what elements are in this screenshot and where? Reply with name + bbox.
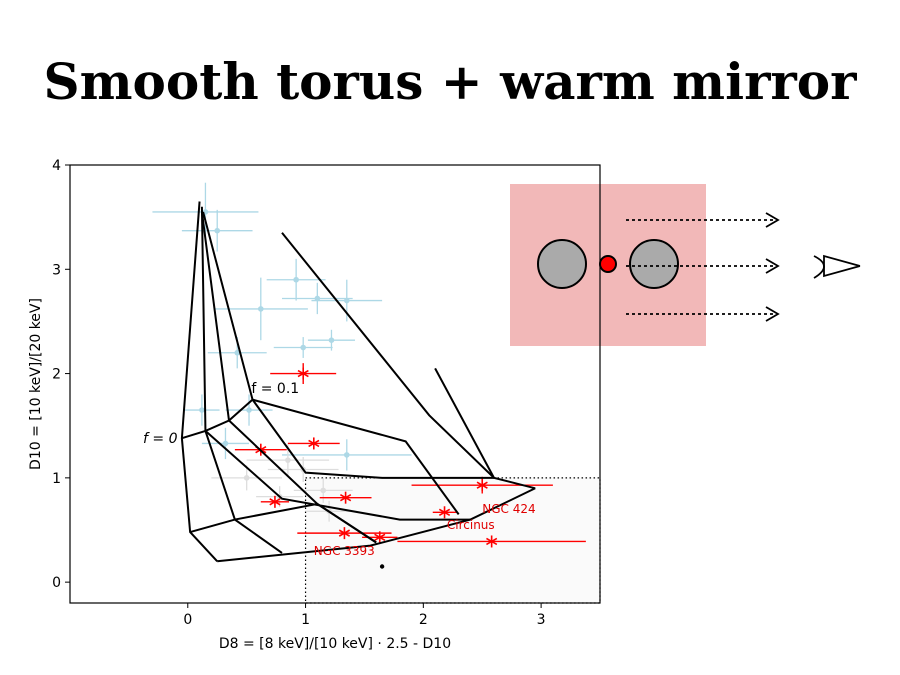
model-grid-line <box>189 502 377 544</box>
data-point <box>328 337 335 344</box>
annotation-f0: f = 0 <box>143 431 178 447</box>
model-grid-line <box>434 367 495 479</box>
data-point <box>246 407 252 413</box>
eye-icon <box>813 254 861 279</box>
x-tick-label: 0 <box>183 612 192 628</box>
isolated-point <box>379 564 385 569</box>
dotted-region <box>304 477 601 604</box>
data-point <box>199 407 205 413</box>
plot-area: NGC 424 Circinus NGC 3393 f = 0 f = 0.1 0 1 2 3 0… <box>28 158 601 652</box>
asterisk-marker <box>297 369 309 378</box>
data-point <box>234 349 241 356</box>
data-point <box>293 276 299 283</box>
model-grid-line <box>180 201 218 562</box>
y-tick-label: 2 <box>52 367 61 383</box>
y-tick-label: 1 <box>52 471 61 487</box>
data-point <box>300 344 307 351</box>
arrowhead-middle <box>765 258 780 274</box>
sightlines <box>626 219 776 315</box>
data-point <box>343 297 350 304</box>
data-point <box>243 475 250 481</box>
axes-frame <box>69 164 601 604</box>
data-point <box>320 487 327 494</box>
asterisk-marker <box>486 537 498 546</box>
asterisk-marker <box>340 493 352 502</box>
model-grid-line <box>217 487 536 563</box>
x-axis-label: D8 = [8 keV]/[10 keV] · 2.5 - D10 <box>219 636 451 652</box>
model-grid-line <box>204 430 471 521</box>
x-tick-label: 2 <box>419 612 428 628</box>
arrowheads <box>765 212 780 322</box>
data-point <box>343 452 350 458</box>
y-tick-label: 3 <box>52 262 61 278</box>
data-point <box>285 457 291 463</box>
torus-blob-left <box>537 239 587 289</box>
asterisk-marker <box>438 508 451 516</box>
y-axis-label: D10 = [10 keV]/[20 keV] <box>28 298 44 470</box>
asterisk-marker <box>338 529 351 537</box>
arrowhead-upper <box>765 212 780 228</box>
x-tick-label: 1 <box>301 612 310 628</box>
source-label: NGC 424 <box>482 502 535 516</box>
torus-schematic <box>510 184 861 346</box>
asterisk-marker <box>308 439 320 448</box>
source-label: Circinus <box>447 518 495 532</box>
data-point <box>314 295 321 302</box>
model-grid-line <box>200 206 283 554</box>
model-grid-line <box>281 232 536 490</box>
data-point <box>222 440 229 447</box>
asterisk-marker <box>374 533 386 541</box>
source-label: NGC 3393 <box>314 544 375 558</box>
slide-title: Smooth torus + warm mirror <box>43 52 857 111</box>
data-point <box>214 227 221 234</box>
data-point <box>258 306 264 312</box>
model-grid-line <box>181 398 254 440</box>
model-grid-line <box>251 399 494 479</box>
asterisk-marker <box>269 498 281 506</box>
arrowhead-lower <box>765 306 780 322</box>
y-tick-label: 4 <box>52 158 61 174</box>
central-source <box>599 255 617 273</box>
torus-blob-right <box>629 239 679 289</box>
asterisk-marker <box>476 481 488 489</box>
x-tick-label: 3 <box>537 612 546 628</box>
annotation-f01: f = 0.1 <box>251 381 299 397</box>
y-tick-label: 0 <box>52 575 61 591</box>
